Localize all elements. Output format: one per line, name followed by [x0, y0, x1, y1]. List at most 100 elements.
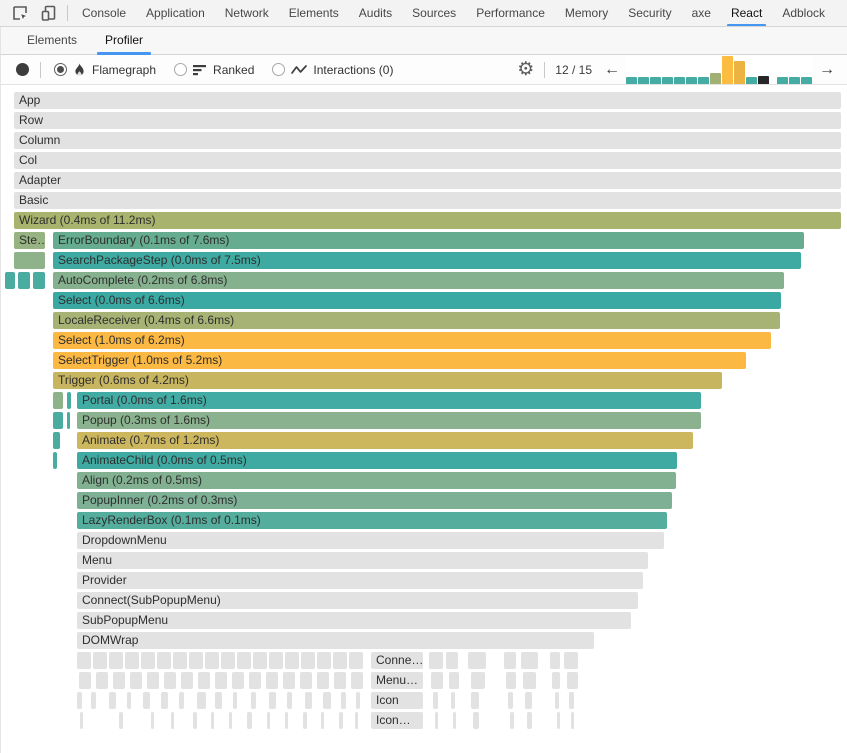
flame-bar[interactable] — [109, 652, 123, 669]
flame-bar-column[interactable]: Column — [14, 132, 841, 149]
flame-bar[interactable] — [237, 652, 251, 669]
commit-bar-12[interactable] — [758, 75, 769, 84]
commit-bar-5[interactable] — [674, 76, 685, 84]
flame-bar-popup[interactable]: Popup (0.3ms of 1.6ms) — [77, 412, 701, 429]
flame-bar-row[interactable]: Row — [14, 112, 841, 129]
previous-commit-arrow-icon[interactable]: ← — [604, 60, 620, 78]
flame-bar[interactable] — [351, 672, 363, 689]
top-tab-elements[interactable]: Elements — [288, 5, 339, 20]
interactions-radio[interactable] — [272, 63, 286, 76]
flame-bar[interactable] — [287, 692, 292, 709]
flame-bar[interactable] — [67, 412, 70, 429]
flame-bar[interactable] — [341, 692, 346, 709]
flame-bar[interactable] — [301, 652, 315, 669]
flame-bar[interactable] — [125, 652, 139, 669]
flame-bar[interactable] — [130, 672, 142, 689]
flame-bar[interactable] — [80, 712, 83, 729]
flame-bar[interactable] — [96, 672, 108, 689]
flame-bar[interactable] — [93, 652, 107, 669]
flame-bar[interactable] — [193, 712, 197, 729]
flame-bar-icon[interactable]: Icon — [371, 692, 423, 709]
flame-bar[interactable] — [113, 672, 125, 689]
flame-bar[interactable] — [267, 712, 270, 729]
flame-bar[interactable] — [453, 712, 456, 729]
flame-bar[interactable] — [552, 672, 560, 689]
flame-bar[interactable] — [317, 672, 329, 689]
ranked-radio[interactable] — [174, 63, 188, 76]
next-commit-arrow-icon[interactable]: → — [819, 60, 835, 78]
flame-bar[interactable] — [249, 672, 261, 689]
flame-bar-menu[interactable]: Menu… — [371, 672, 423, 689]
flame-bar[interactable] — [333, 652, 347, 669]
top-tab-audits[interactable]: Audits — [358, 5, 393, 20]
flame-bar[interactable] — [173, 652, 187, 669]
commit-bar-8[interactable] — [710, 72, 721, 84]
sub-tab-elements[interactable]: Elements — [27, 32, 78, 47]
flame-bar[interactable] — [471, 672, 485, 689]
flame-bar[interactable] — [555, 692, 559, 709]
flame-bar[interactable] — [197, 692, 206, 709]
record-button[interactable] — [16, 63, 29, 76]
flame-bar[interactable] — [67, 392, 71, 409]
flame-bar[interactable] — [571, 712, 574, 729]
device-toolbar-icon[interactable] — [39, 3, 59, 23]
flame-bar[interactable] — [523, 672, 536, 689]
flame-bar-adapter[interactable]: Adapter — [14, 172, 841, 189]
flame-bar[interactable] — [157, 652, 171, 669]
flame-bar[interactable] — [147, 672, 159, 689]
flame-bar[interactable] — [221, 652, 235, 669]
flame-bar-selecttrigger[interactable]: SelectTrigger (1.0ms of 5.2ms) — [53, 352, 746, 369]
flame-bar-icon[interactable]: Icon… — [371, 712, 423, 729]
commit-bar-2[interactable] — [638, 76, 649, 84]
flame-bar-menu[interactable]: Menu — [77, 552, 648, 569]
flame-bar[interactable] — [91, 692, 96, 709]
flame-bar[interactable] — [506, 672, 516, 689]
flame-bar[interactable] — [53, 432, 60, 449]
top-tab-adblock[interactable]: Adblock — [782, 5, 826, 20]
flame-bar[interactable] — [171, 712, 174, 729]
flame-bar[interactable] — [510, 712, 514, 729]
flame-bar-errorboundary[interactable]: ErrorBoundary (0.1ms of 7.6ms) — [53, 232, 804, 249]
flame-bar[interactable] — [253, 652, 267, 669]
flame-bar[interactable] — [525, 692, 532, 709]
flame-bar[interactable] — [473, 712, 479, 729]
flame-bar[interactable] — [189, 652, 203, 669]
flame-bar[interactable] — [449, 672, 459, 689]
flame-bar[interactable] — [119, 712, 123, 729]
flame-bar[interactable] — [300, 672, 312, 689]
flame-bar[interactable] — [321, 712, 324, 729]
commit-bar-9[interactable] — [722, 55, 733, 84]
top-tab-react[interactable]: React — [721, 0, 772, 26]
flamegraph-radio[interactable] — [54, 63, 67, 76]
flame-bar[interactable] — [451, 692, 455, 709]
flame-bar[interactable] — [471, 692, 479, 709]
flame-bar[interactable] — [5, 272, 15, 289]
flame-bar[interactable] — [334, 672, 346, 689]
commit-bar-4[interactable] — [662, 76, 673, 84]
flame-bar[interactable] — [303, 712, 307, 729]
flame-bar[interactable] — [339, 712, 343, 729]
top-tab-performance[interactable]: Performance — [476, 5, 545, 20]
flame-bar[interactable] — [164, 672, 176, 689]
flame-bar[interactable] — [127, 692, 131, 709]
flame-bar[interactable] — [211, 712, 214, 729]
flame-bar[interactable] — [205, 652, 219, 669]
flame-bar[interactable] — [557, 712, 560, 729]
flame-bar[interactable] — [215, 692, 222, 709]
flame-bar-app[interactable]: App — [14, 92, 841, 109]
flame-bar[interactable] — [109, 692, 116, 709]
flame-bar[interactable] — [247, 712, 252, 729]
flame-bar[interactable] — [233, 692, 237, 709]
flame-bar[interactable] — [18, 272, 30, 289]
flame-bar[interactable] — [468, 652, 486, 669]
commit-bar-1[interactable] — [626, 76, 637, 84]
flame-bar-animatechild[interactable]: AnimateChild (0.0ms of 0.5ms) — [77, 452, 677, 469]
flame-bar[interactable] — [143, 692, 150, 709]
flame-bar[interactable] — [14, 252, 45, 269]
flame-bar[interactable] — [53, 392, 63, 409]
flame-bar-portal[interactable]: Portal (0.0ms of 1.6ms) — [77, 392, 701, 409]
sub-tab-profiler[interactable]: Profiler — [91, 27, 157, 55]
flame-bar[interactable] — [356, 692, 360, 709]
top-tab-console[interactable]: Console — [82, 5, 127, 20]
flame-bar-autocomplete[interactable]: AutoComplete (0.2ms of 6.8ms) — [53, 272, 784, 289]
